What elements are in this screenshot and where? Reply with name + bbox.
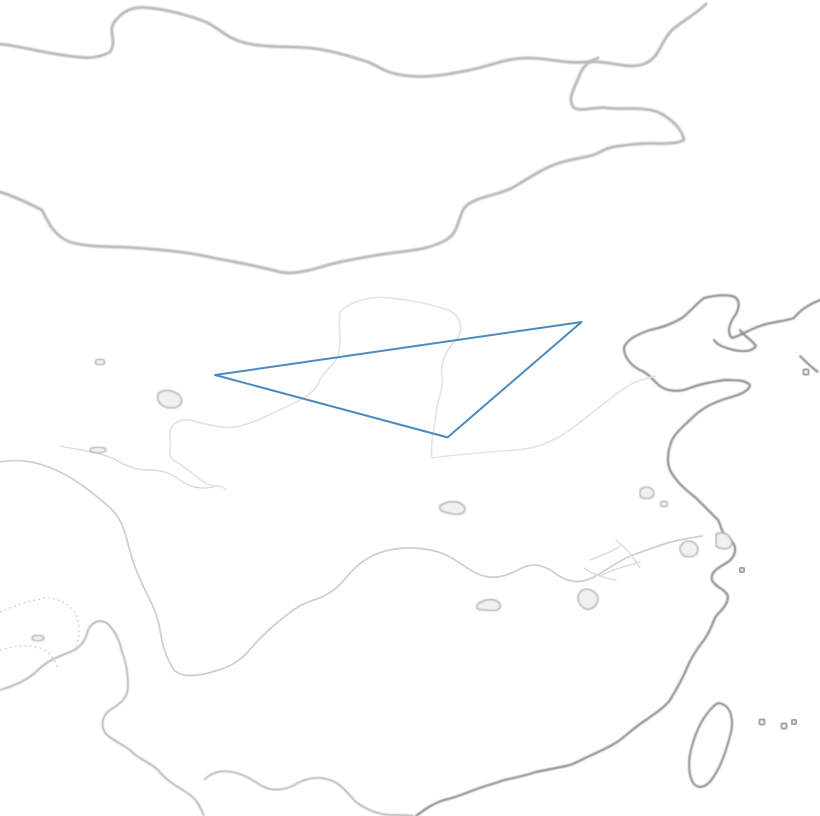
korea-coast [798, 354, 820, 374]
lake [476, 598, 501, 612]
mongolia-north-border [0, 2, 708, 78]
southwest-border [0, 620, 205, 816]
province-outline [168, 311, 341, 491]
bohai-coastline [414, 294, 820, 816]
province-outline [431, 375, 657, 459]
lake [659, 500, 669, 508]
taiwan-island [688, 702, 733, 788]
lake-poyang [679, 540, 699, 558]
island [779, 721, 789, 731]
lake [94, 358, 106, 366]
island [757, 717, 767, 727]
river-network [583, 539, 641, 581]
lake [439, 500, 466, 516]
shandong-coast [712, 328, 758, 353]
border-dotted [0, 597, 80, 647]
border-dotted [0, 645, 59, 671]
mongolia-south-border [0, 56, 686, 275]
lake-qinghai [157, 389, 183, 409]
river-yellow [59, 445, 217, 489]
lake-chao [639, 486, 655, 500]
lake [89, 446, 107, 454]
island [801, 367, 811, 377]
lake-tai [715, 532, 733, 550]
lake [31, 634, 45, 642]
route-polygon[interactable] [214, 321, 583, 439]
river-yangtze [0, 459, 703, 677]
island [738, 566, 746, 574]
island [790, 718, 798, 726]
southeast-asia-border [203, 770, 415, 816]
lake-dongting [577, 588, 599, 610]
